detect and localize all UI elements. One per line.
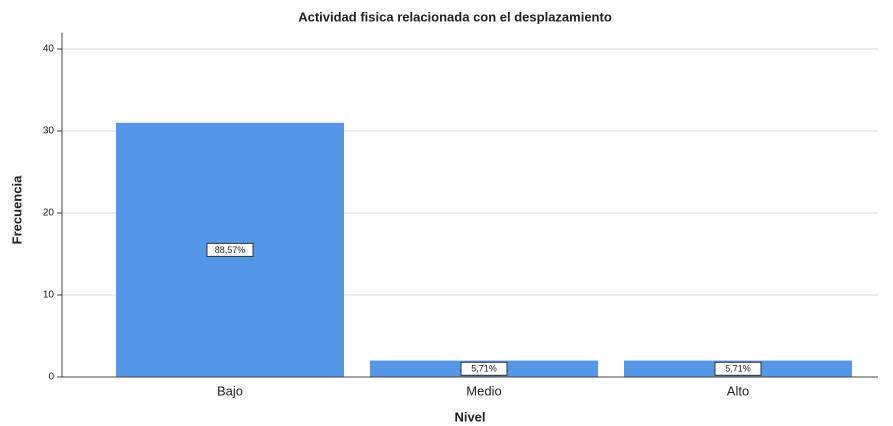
data-label: 5,71% xyxy=(471,364,497,374)
x-tick-label: Alto xyxy=(727,383,749,398)
x-tick-label: Bajo xyxy=(217,383,243,398)
x-axis-label: Nivel xyxy=(454,409,485,424)
chart-title: Actividad fisica relacionada con el desp… xyxy=(298,9,612,24)
data-label-box xyxy=(460,361,508,376)
data-label-box xyxy=(714,361,762,376)
data-label: 88,57% xyxy=(215,245,246,255)
data-label-box xyxy=(206,242,254,257)
y-tick-label: 10 xyxy=(43,290,55,301)
y-tick-label: 30 xyxy=(43,126,55,137)
y-axis-label: Frecuencia xyxy=(9,175,24,244)
data-label: 5,71% xyxy=(725,364,751,374)
y-tick-label: 20 xyxy=(43,208,55,219)
y-tick-label: 0 xyxy=(48,372,54,383)
y-tick-label: 40 xyxy=(43,44,55,55)
x-tick-label: Medio xyxy=(466,383,501,398)
